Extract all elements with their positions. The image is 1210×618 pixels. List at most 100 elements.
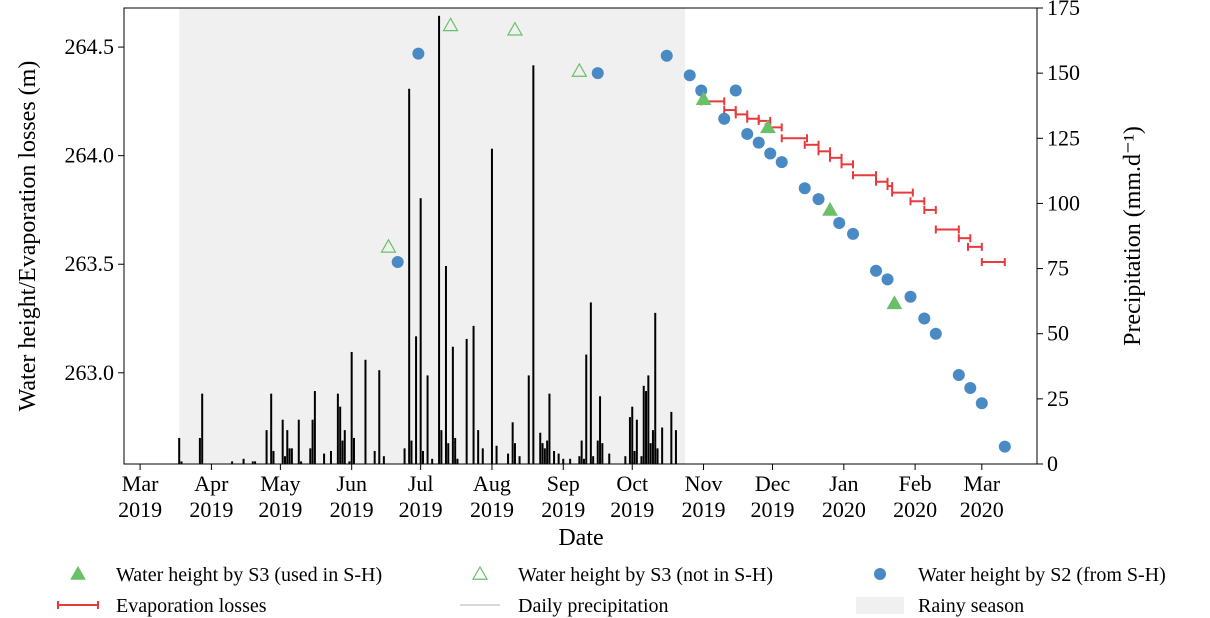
precipitation-bar (343, 430, 346, 464)
precipitation-bar (440, 430, 443, 464)
precipitation-bar (336, 393, 339, 464)
legend-label: Evaporation losses (116, 595, 267, 617)
legend-item: Daily precipitation (460, 595, 669, 617)
precipitation-bar (513, 443, 516, 464)
precipitation-bar (541, 443, 544, 464)
precipitation-bar (608, 453, 611, 464)
water-height-points (380, 17, 1011, 453)
x-tick-label: Jan (829, 471, 858, 496)
evaporation-interval (980, 258, 1006, 267)
plot-frame (123, 7, 1038, 465)
legend-label: Water height by S3 (not in S-H) (518, 564, 773, 586)
precipitation-bar (231, 461, 234, 464)
x-axis: Mar2019Apr2019May2019Jun2019Jul2019Aug20… (118, 464, 1004, 522)
precipitation-bar (290, 448, 293, 464)
evaporation-interval (934, 225, 960, 234)
x-tick-label: 2020 (822, 497, 866, 522)
precipitation-bar (373, 450, 376, 464)
s2-point (812, 193, 825, 206)
precipitation-bar (456, 458, 459, 464)
legend-item: Water height by S2 (from S-H) (874, 564, 1166, 586)
legend-rainy-season-patch (856, 597, 904, 614)
precipitation-bar (548, 393, 551, 464)
precipitation-bar (313, 391, 316, 464)
evaporation-interval (840, 160, 855, 169)
evaporation-intervals (700, 97, 1006, 267)
s2-point (718, 112, 731, 125)
x-tick-label: Jun (336, 471, 367, 496)
x-tick-label: Mar (122, 471, 159, 496)
precipitation-bar (477, 430, 480, 464)
rainy-season-band (179, 8, 686, 464)
s2-point (904, 290, 917, 303)
x-tick-label: Dec (755, 471, 791, 496)
s2-point (881, 273, 894, 286)
evaporation-interval (817, 147, 832, 156)
precipitation-bar (642, 385, 645, 464)
precipitation-bar (507, 453, 510, 464)
x-tick-label: 2020 (893, 497, 937, 522)
s3-used-point (760, 119, 776, 134)
precipitation-bar (270, 393, 273, 464)
precipitation-bar (364, 359, 367, 464)
s2-point (964, 382, 977, 394)
precipitation-bar (178, 437, 181, 464)
s2-point (998, 440, 1011, 453)
evaporation-interval (957, 234, 972, 243)
precipitation-bar (511, 422, 514, 464)
x-tick-label: 2019 (751, 497, 795, 522)
precipitation-bar (421, 450, 424, 464)
precipitation-bar (254, 461, 257, 464)
x-tick-label: Oct (616, 471, 648, 496)
y-left-tick-label: 263.0 (65, 360, 115, 385)
y-axis-right: 0 25 50 75 100 125 150 175 (1037, 0, 1080, 476)
s3-not-used-point (442, 17, 459, 32)
legend-item: Water height by S3 (not in S-H) (471, 564, 773, 586)
s2-point (412, 47, 425, 60)
legend-s3-not-used-marker (471, 565, 489, 580)
y-right-tick-label: 100 (1047, 190, 1080, 215)
precipitation-bar (645, 391, 648, 464)
precipitation-bar (251, 461, 254, 464)
x-tick-label: May (260, 471, 300, 496)
precipitation-bar (562, 458, 565, 464)
s3-used-point (822, 201, 838, 216)
precipitation-bar (495, 445, 498, 464)
precipitation-bar (553, 450, 556, 464)
s2-point (391, 256, 404, 269)
s3-used-point (886, 295, 903, 310)
precipitation-bar (288, 448, 291, 464)
evaporation-interval (967, 242, 983, 251)
legend-label: Daily precipitation (518, 595, 669, 617)
precipitation-bar (527, 375, 530, 464)
evaporation-interval (723, 106, 737, 115)
s3-not-used-point (380, 238, 397, 253)
legend-item: Evaporation losses (57, 595, 267, 617)
y-axis-left-title: Water height/Evaporation losses (m) (15, 61, 41, 412)
precipitation-bar (631, 406, 634, 464)
legend-s2-marker (874, 568, 886, 580)
y-right-tick-label: 175 (1047, 0, 1080, 20)
precipitation-bar (426, 375, 429, 464)
x-tick-label: 2019 (682, 497, 726, 522)
precipitation-bar (309, 448, 312, 464)
precipitation-bar (599, 396, 602, 464)
evaporation-interval (923, 205, 937, 214)
precipitation-bar (649, 443, 652, 464)
precipitation-bar (341, 440, 344, 464)
rainy-season-layer (179, 8, 686, 464)
s2-point (847, 227, 860, 240)
precipitation-bar (647, 375, 650, 464)
y-right-tick-label: 75 (1047, 256, 1069, 281)
precipitation-bar (472, 325, 475, 464)
precipitation-bar (651, 430, 654, 464)
x-tick-label: Sep (547, 471, 580, 496)
precipitation-bar (596, 440, 599, 464)
x-tick-label: Jul (408, 471, 434, 496)
legend-item: Water height by S3 (used in S-H) (70, 564, 382, 586)
x-tick-label: 2019 (470, 497, 514, 522)
precipitation-bar (201, 393, 204, 464)
precipitation-bar (654, 312, 657, 464)
evaporation-interval (780, 134, 809, 143)
